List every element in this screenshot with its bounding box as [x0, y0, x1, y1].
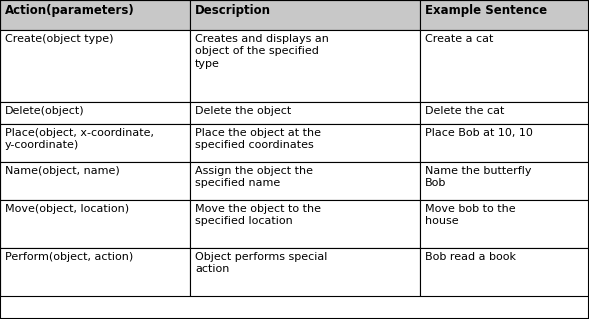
Bar	[190, 124, 420, 162]
Text: Object performs special
action: Object performs special action	[195, 252, 327, 274]
Bar	[420, 102, 589, 124]
Text: Place(object, x-coordinate,
y-coordinate): Place(object, x-coordinate, y-coordinate…	[5, 128, 154, 150]
Text: Place the object at the
specified coordinates: Place the object at the specified coordi…	[195, 128, 321, 150]
Bar	[420, 0, 589, 30]
Bar	[190, 200, 420, 248]
Text: Description: Description	[195, 4, 271, 17]
Text: Name the butterfly
Bob: Name the butterfly Bob	[425, 166, 531, 189]
Text: Delete the cat: Delete the cat	[425, 106, 504, 116]
Text: Create a cat: Create a cat	[425, 34, 494, 44]
Bar	[0, 200, 190, 248]
Bar	[190, 102, 420, 124]
Text: Perform(object, action): Perform(object, action)	[5, 252, 133, 262]
Text: Example Sentence: Example Sentence	[425, 4, 547, 17]
Bar	[190, 0, 420, 30]
Bar	[0, 30, 190, 102]
Bar	[420, 124, 589, 162]
Bar	[420, 200, 589, 248]
Bar	[0, 102, 190, 124]
Bar	[190, 30, 420, 102]
Text: Assign the object the
specified name: Assign the object the specified name	[195, 166, 313, 189]
Bar	[0, 162, 190, 200]
Text: Delete(object): Delete(object)	[5, 106, 85, 116]
Text: Move bob to the
house: Move bob to the house	[425, 204, 515, 226]
Text: Move the object to the
specified location: Move the object to the specified locatio…	[195, 204, 321, 226]
Text: Delete the object: Delete the object	[195, 106, 291, 116]
Text: Move(object, location): Move(object, location)	[5, 204, 129, 214]
Bar	[190, 248, 420, 296]
Bar	[420, 248, 589, 296]
Bar	[420, 30, 589, 102]
Text: Bob read a book: Bob read a book	[425, 252, 516, 262]
Text: Place Bob at 10, 10: Place Bob at 10, 10	[425, 128, 533, 138]
Bar	[420, 162, 589, 200]
Text: Create(object type): Create(object type)	[5, 34, 114, 44]
Bar	[190, 162, 420, 200]
Text: Creates and displays an
object of the specified
type: Creates and displays an object of the sp…	[195, 34, 329, 69]
Text: Name(object, name): Name(object, name)	[5, 166, 120, 176]
Text: Action(parameters): Action(parameters)	[5, 4, 135, 17]
Bar	[0, 0, 190, 30]
Bar	[0, 124, 190, 162]
Bar	[0, 248, 190, 296]
